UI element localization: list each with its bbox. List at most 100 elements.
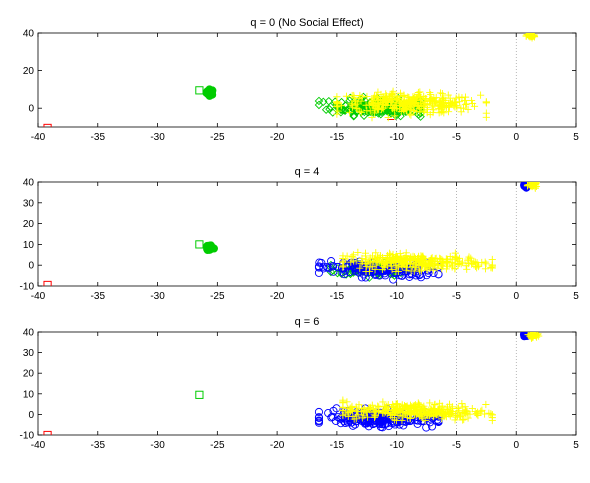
data-point — [389, 418, 398, 427]
data-point — [375, 420, 384, 429]
x-tick-label: -25 — [210, 132, 225, 143]
data-point — [468, 404, 476, 413]
data-point — [315, 258, 324, 267]
x-tick-label: -5 — [452, 132, 461, 143]
data-point — [452, 99, 460, 107]
x-tick-label: -40 — [31, 291, 46, 302]
data-point — [455, 407, 463, 415]
data-point — [363, 413, 372, 421]
data-point — [358, 93, 366, 101]
data-point — [352, 257, 360, 265]
data-point — [458, 400, 466, 408]
data-point — [397, 107, 405, 116]
data-point — [366, 254, 374, 262]
data-point — [458, 258, 467, 266]
chart-panel-3: -40 -35 -30 -25 -20 -15 -10 -5 0 5 -10 0 10 20 30 40 q =… — [20, 316, 580, 451]
data-point — [426, 88, 434, 97]
data-point — [359, 406, 367, 414]
x-tick-label: -25 — [210, 440, 225, 451]
data-point — [345, 260, 354, 269]
data-point — [416, 88, 424, 96]
data-point — [337, 102, 345, 110]
x-tick-label: -35 — [91, 440, 106, 451]
data-point — [381, 264, 389, 272]
data-point — [369, 101, 378, 110]
data-point — [385, 408, 393, 417]
data-point — [327, 413, 336, 422]
data-point — [339, 396, 347, 404]
data-point — [332, 404, 341, 413]
data-point — [367, 405, 375, 413]
data-point — [392, 96, 400, 104]
data-point — [426, 264, 434, 272]
data-point — [416, 406, 424, 414]
data-point — [487, 410, 495, 418]
data-point — [452, 413, 460, 421]
data-point — [333, 97, 341, 106]
data-point — [386, 92, 394, 100]
data-point — [415, 262, 423, 270]
x-tick-label: -10 — [389, 291, 404, 302]
data-point — [531, 183, 539, 191]
y-tick-label: 0 — [28, 104, 34, 115]
data-point — [488, 416, 496, 425]
data-point — [397, 408, 405, 416]
data-point — [462, 100, 471, 108]
data-point — [369, 94, 378, 102]
data-point — [482, 109, 490, 117]
data-point — [364, 417, 373, 427]
data-point — [365, 101, 373, 109]
x-tick-label: -30 — [150, 291, 165, 302]
data-point — [464, 105, 472, 114]
x-tick-label: -20 — [270, 291, 285, 302]
x-tick-label: 0 — [513, 291, 519, 302]
x-tick-label: -35 — [91, 132, 106, 143]
data-point — [339, 261, 348, 269]
data-point — [463, 265, 471, 273]
data-point — [442, 265, 451, 273]
data-point — [436, 97, 445, 105]
chart-title: q = 0 (No Social Effect) — [250, 17, 363, 29]
data-point — [352, 264, 361, 273]
data-point — [355, 401, 363, 409]
data-point — [422, 262, 430, 271]
x-tick-label: -15 — [330, 291, 345, 302]
data-point — [379, 100, 388, 108]
data-point — [347, 258, 355, 266]
data-point — [447, 259, 455, 267]
data-point — [442, 413, 450, 421]
x-tick-label: -30 — [150, 440, 165, 451]
data-layer — [43, 332, 543, 435]
data-point — [333, 110, 341, 118]
data-point — [438, 405, 446, 413]
y-tick-label: -10 — [20, 282, 35, 293]
data-point — [354, 248, 362, 257]
data-point — [400, 254, 408, 262]
x-tick-label: -35 — [91, 291, 106, 302]
data-point — [364, 259, 372, 267]
data-point — [441, 411, 449, 419]
data-point — [400, 91, 408, 99]
data-point — [448, 408, 456, 416]
data-point — [430, 106, 438, 114]
data-point — [328, 412, 337, 421]
data-point — [416, 93, 425, 101]
data-point — [357, 404, 366, 413]
data-point — [206, 87, 215, 96]
y-tick-label: 0 — [28, 261, 34, 272]
data-point — [396, 411, 404, 420]
data-point — [468, 99, 477, 108]
data-point — [418, 255, 427, 264]
y-tick-label: 10 — [23, 389, 35, 400]
data-point — [341, 101, 351, 110]
data-point — [527, 332, 535, 339]
data-point — [445, 409, 453, 417]
data-point — [319, 97, 328, 107]
data-point — [374, 88, 382, 96]
data-point — [457, 412, 465, 420]
data-point — [396, 257, 404, 266]
data-point — [419, 254, 428, 262]
data-point — [464, 255, 472, 263]
data-point — [314, 268, 324, 277]
data-point — [444, 108, 453, 116]
